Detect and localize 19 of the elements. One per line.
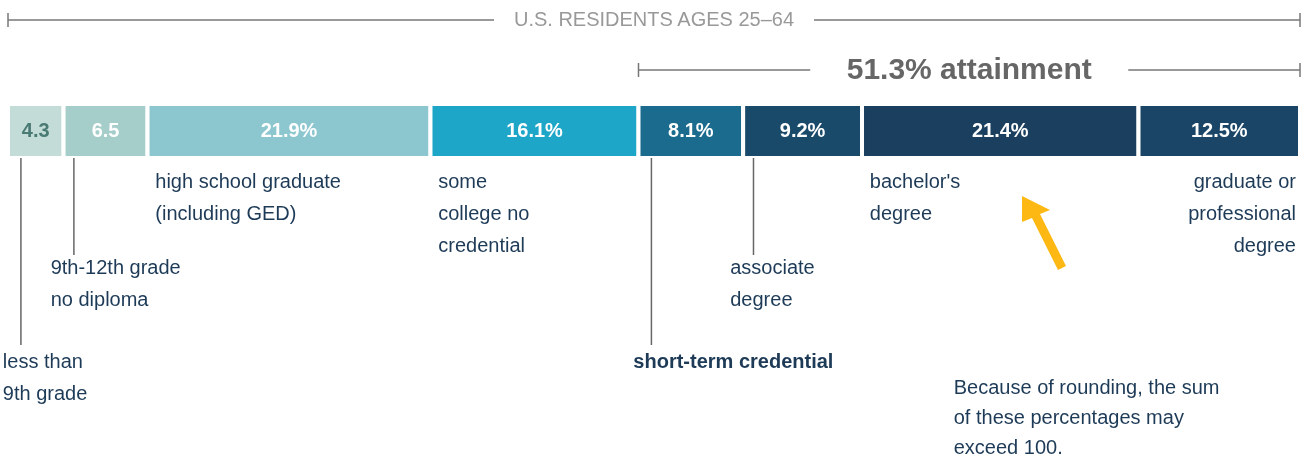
text: 51.3% attainment [846, 52, 1092, 85]
text: short-term credential [633, 350, 834, 372]
series-label: high school graduate (including GED) [155, 170, 341, 224]
data-label: 16.1% [506, 119, 564, 141]
data-label: 4.3 [21, 119, 50, 141]
data-label: 8.1% [668, 119, 714, 141]
data-label: 21.9% [260, 119, 318, 141]
series-label: some college no credential [438, 170, 530, 256]
data-label: 6.5 [91, 119, 120, 141]
series-label: graduate or professional degree [1188, 170, 1297, 256]
data-label: 9.2% [779, 119, 826, 141]
data-label: 21.4% [971, 119, 1029, 141]
text: Because of rounding, the sum of these percentages may exceed 100. [953, 376, 1220, 458]
data-label: 12.5% [1190, 119, 1248, 141]
text: 9th-12th grade no diploma [50, 256, 181, 310]
text: less than 9th grade [2, 350, 88, 404]
series-label: bachelor's degree [869, 170, 961, 224]
text: associate degree [730, 256, 815, 310]
chart-title: U.S. RESIDENTS AGES 25–64 [513, 8, 795, 30]
